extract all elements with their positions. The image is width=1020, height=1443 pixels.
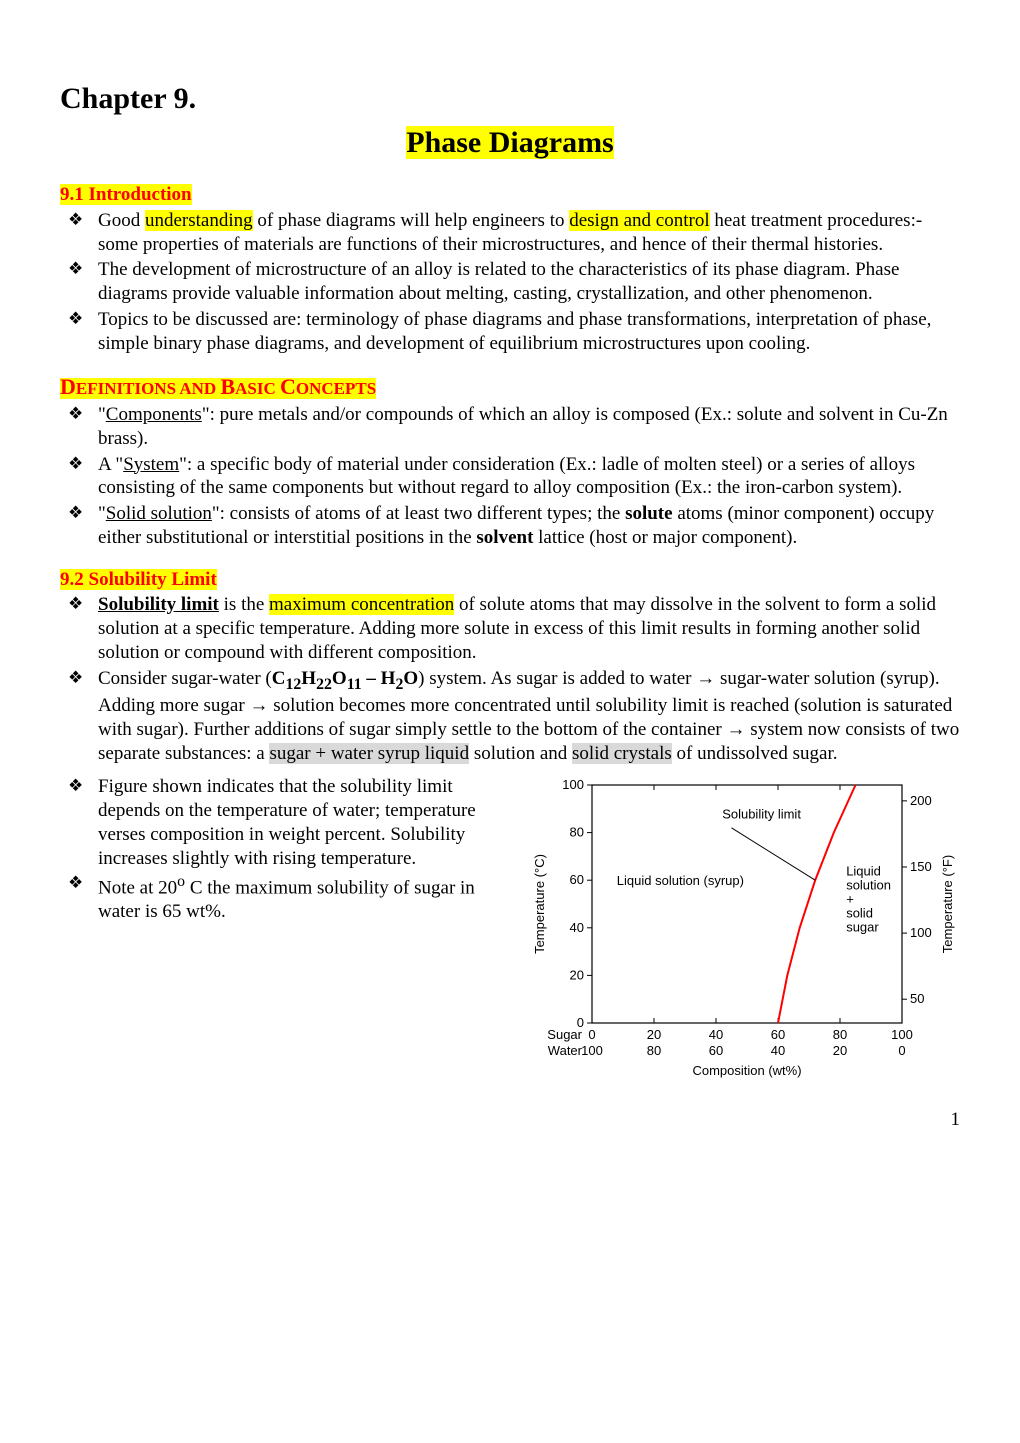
def-item-solid-solution: "Solid solution": consists of atoms of a… [60, 502, 960, 550]
svg-text:Sugar: Sugar [547, 1027, 582, 1042]
svg-text:60: 60 [771, 1027, 785, 1042]
svg-text:60: 60 [709, 1043, 723, 1058]
sol-item-2: Consider sugar-water (C12H22O11 – H2O) s… [60, 667, 960, 766]
svg-text:80: 80 [647, 1043, 661, 1058]
svg-text:0: 0 [898, 1043, 905, 1058]
intro-item-3: Topics to be discussed are: terminology … [60, 308, 960, 356]
svg-text:40: 40 [709, 1027, 723, 1042]
svg-text:20: 20 [570, 968, 584, 983]
sol-item-4: Note at 20o C the maximum solubility of … [60, 872, 960, 924]
figure-wrap: 02040608010050100150200Solubility limitL… [60, 775, 960, 1102]
title-text: Phase Diagrams [406, 126, 613, 159]
svg-text:20: 20 [833, 1043, 847, 1058]
section-9-1-text: 9.1 Introduction [60, 184, 192, 205]
intro-list: Good understanding of phase diagrams wil… [60, 209, 960, 356]
section-9-1-heading: 9.1 Introduction [60, 183, 960, 207]
def-item-system: A "System": a specific body of material … [60, 453, 960, 501]
def-item-components: "Components": pure metals and/or compoun… [60, 403, 960, 451]
definitions-list: "Components": pure metals and/or compoun… [60, 403, 960, 550]
intro-item-1: Good understanding of phase diagrams wil… [60, 209, 960, 257]
svg-text:100: 100 [910, 925, 932, 940]
svg-text:100: 100 [891, 1027, 913, 1042]
definitions-heading: DEFINITIONS AND BASIC CONCEPTS [60, 373, 960, 401]
intro-item-2: The development of microstructure of an … [60, 258, 960, 306]
svg-text:50: 50 [910, 992, 924, 1007]
section-9-2-heading: 9.2 Solubility Limit [60, 568, 960, 592]
chapter-label: Chapter 9. [60, 80, 960, 118]
svg-text:80: 80 [833, 1027, 847, 1042]
svg-text:Composition (wt%): Composition (wt%) [692, 1063, 801, 1078]
sol-item-1: Solubility limit is the maximum concentr… [60, 593, 960, 664]
solubility-list: Solubility limit is the maximum concentr… [60, 593, 960, 765]
page-title: Phase Diagrams [60, 124, 960, 162]
solubility-list-2: Figure shown indicates that the solubili… [60, 775, 960, 924]
svg-text:40: 40 [771, 1043, 785, 1058]
svg-text:0: 0 [588, 1027, 595, 1042]
sol-item-3: Figure shown indicates that the solubili… [60, 775, 960, 870]
page-number: 1 [60, 1108, 960, 1132]
svg-text:20: 20 [647, 1027, 661, 1042]
svg-text:100: 100 [581, 1043, 603, 1058]
svg-text:Water: Water [548, 1043, 583, 1058]
definitions-text: DEFINITIONS AND BASIC CONCEPTS [60, 378, 376, 399]
section-9-2-text: 9.2 Solubility Limit [60, 569, 217, 590]
